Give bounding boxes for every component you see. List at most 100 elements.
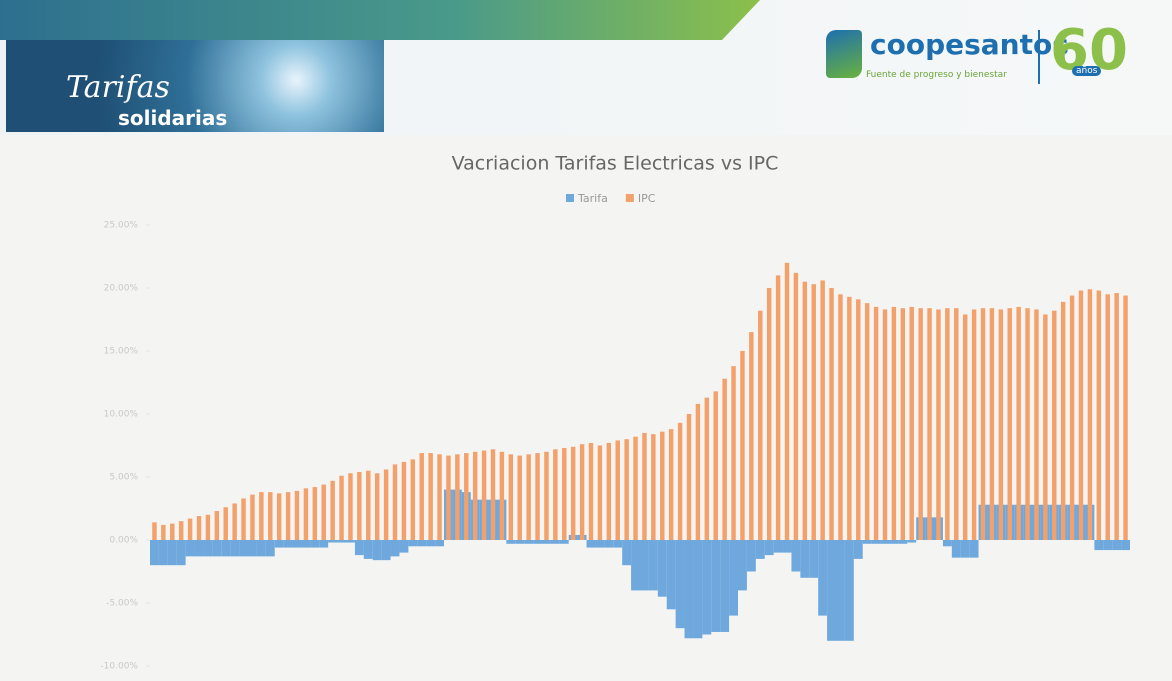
bar-ipc [1034,309,1039,540]
bar-tarifa [265,540,275,557]
y-tick-label: 5.00% [109,473,138,483]
bar-ipc [927,308,932,540]
bar-ipc [954,308,959,540]
banner-stripe [0,0,760,40]
bar-tarifa [684,540,694,639]
bar-tarifa [328,540,338,543]
bar-tarifa [800,540,810,578]
bar-tarifa [248,540,257,557]
bar-tarifa [862,540,872,544]
bar-ipc [704,397,710,540]
bar-ipc [410,459,416,540]
bar-tarifa [738,540,747,591]
bar-tarifa [622,540,632,566]
bar-ipc [490,449,496,540]
bar-tarifa [853,540,863,559]
bar-ipc [312,487,318,540]
bar-tarifa [346,540,355,543]
bar-ipc [847,296,852,540]
bar-ipc [998,309,1004,540]
bar-ipc [624,439,629,540]
bar-tarifa [809,540,819,578]
bar-tarifa [515,540,525,544]
bar-ipc [232,503,237,540]
bar-ipc [579,444,585,540]
bar-ipc [1052,310,1057,540]
bar-tarifa [871,540,881,544]
bar-tarifa [337,540,346,543]
bar-tarifa [506,540,516,544]
bar-ipc [686,414,692,540]
bar-ipc [891,306,897,540]
chart: Vacriacion Tarifas Electricas vs IPC -10… [100,153,1130,672]
bar-ipc [526,454,531,540]
company-name: coopesantos [870,28,1069,61]
bar-ipc [838,294,843,540]
bar-tarifa [711,540,721,632]
bar-ipc [900,308,906,540]
anniversary-unit: años [1072,66,1102,76]
bar-ipc [241,498,246,540]
bar-ipc [170,523,175,540]
bar-tarifa [631,540,640,591]
bar-ipc [481,450,487,540]
bar-tarifa [176,540,186,566]
bar-ipc [606,442,612,540]
legend-label: IPC [638,192,656,205]
bar-ipc [668,429,674,540]
bar-tarifa [960,540,970,558]
bar-tarifa [167,540,177,566]
y-tick-label: 25.00% [104,221,139,231]
bar-tarifa [212,540,222,557]
brand-logo: Tarifas solidarias [6,40,384,132]
bar-ipc [472,451,478,540]
bar-ipc [276,493,282,540]
bar-ipc [793,272,799,540]
bar-ipc [989,308,995,540]
bar-tarifa [203,540,213,557]
bar-ipc [357,471,362,540]
bar-ipc [766,288,772,540]
bar-ipc [348,473,353,540]
bar-ipc [562,448,567,540]
bar-ipc [918,308,923,540]
bar-tarifa [898,540,908,544]
bar-ipc [330,480,335,540]
bar-ipc [740,351,745,540]
y-tick-label: 10.00% [104,410,139,420]
bar-tarifa [221,540,231,557]
banner: Tarifas solidarias coopesantos Fuente de… [0,0,1172,135]
bar-ipc [544,451,549,540]
bar-ipc [268,492,273,540]
bar-ipc [713,391,718,540]
y-tick-label: 15.00% [104,347,139,357]
bar-ipc [651,434,656,540]
bar-ipc [553,449,558,540]
bar-ipc [677,422,683,540]
bar-ipc [784,262,790,540]
bar-ipc [873,306,879,540]
bar-ipc [971,309,977,540]
legend-swatch [566,194,574,202]
bar-ipc [223,507,228,540]
bar-ipc [1060,301,1066,540]
bar-tarifa [604,540,614,548]
bar-tarifa [354,540,364,556]
bar-tarifa [613,540,623,548]
bar-tarifa [693,540,703,639]
bar-ipc [1087,289,1093,540]
bar-tarifa [836,540,845,641]
bar-tarifa [230,540,240,557]
bar-ipc [321,484,326,540]
y-tick-label: -10.00% [100,662,138,672]
bar-tarifa [764,540,774,556]
bar-ipc [178,521,184,540]
bar-ipc [1043,314,1048,540]
bar-tarifa [720,540,730,632]
bar-ipc [1016,306,1021,540]
bar-ipc [695,403,701,540]
bar-ipc [731,366,736,540]
bar-ipc [437,454,442,540]
bar-tarifa [1094,540,1104,551]
